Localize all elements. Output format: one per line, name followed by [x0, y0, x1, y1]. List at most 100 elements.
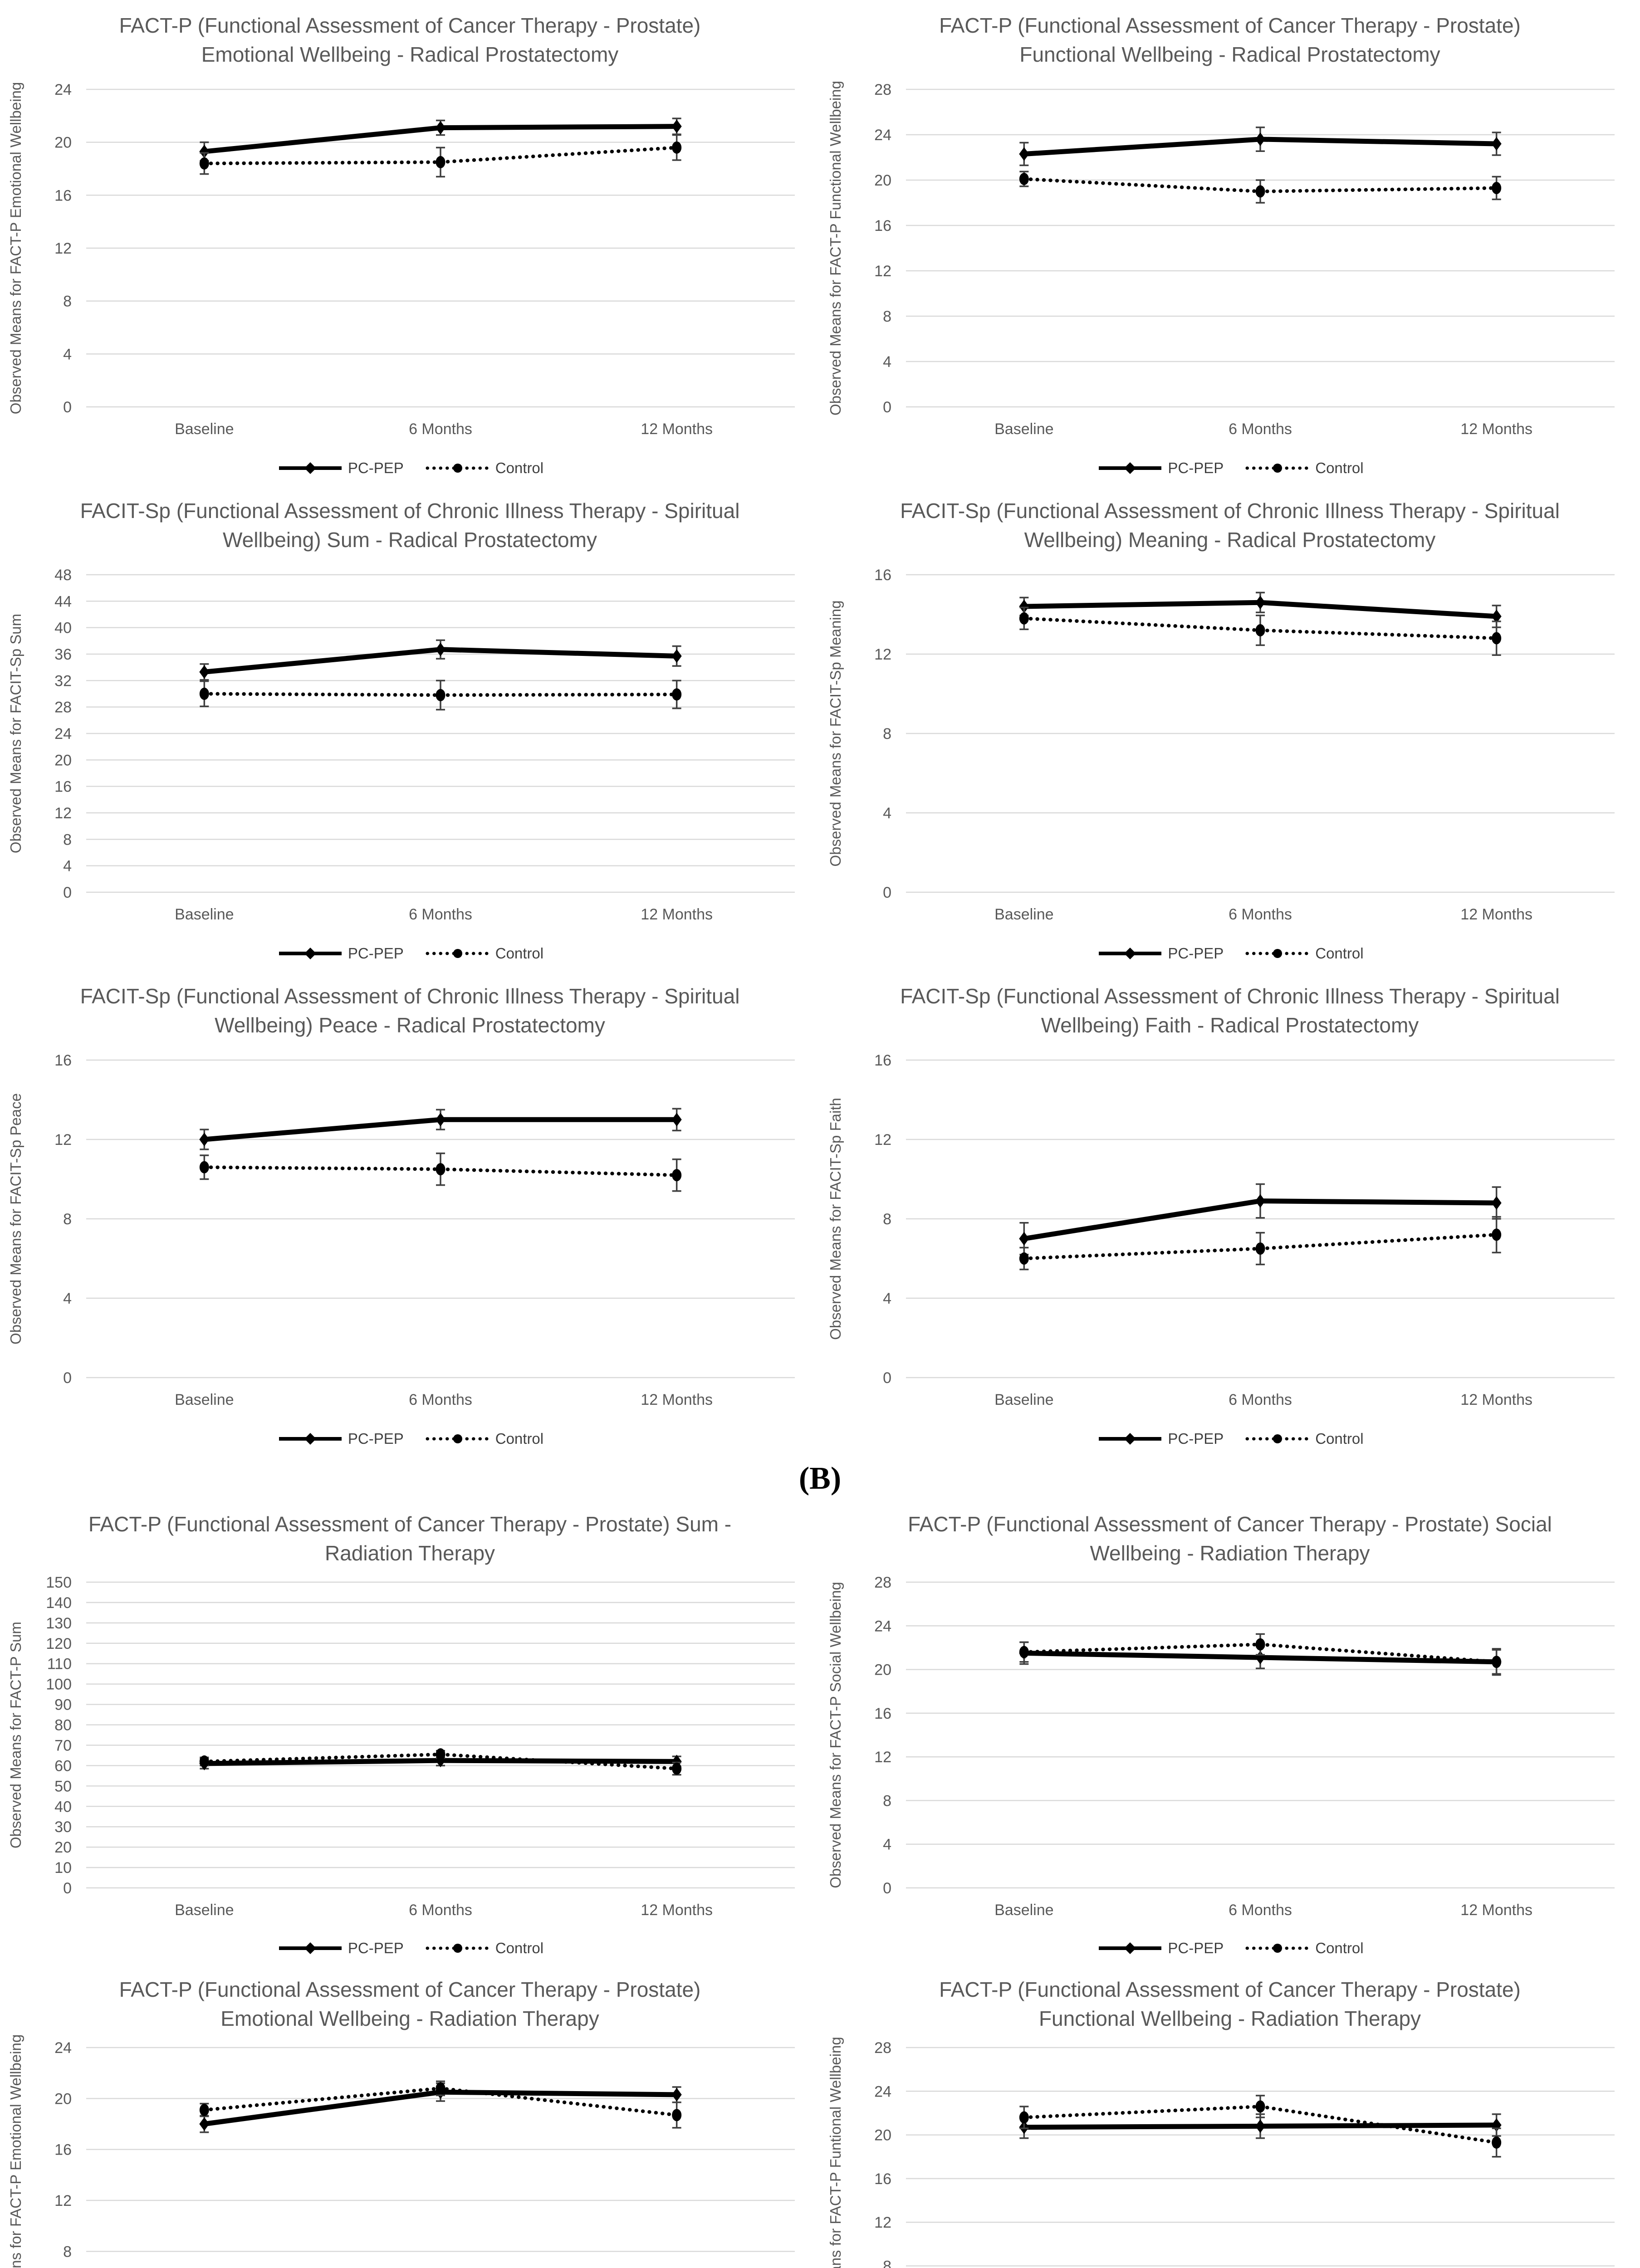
legend-item-pcpep: PC-PEP — [276, 1940, 404, 1957]
pcpep-data-point-marker — [199, 665, 210, 679]
control-dotted-line-swatch-icon — [1245, 464, 1310, 473]
charts-grid-top: FACT-P (Functional Assessment of Cancer … — [0, 0, 1640, 1447]
chart-legend: PC-PEP Control — [820, 455, 1640, 482]
y-tick-label: 50 — [54, 1778, 72, 1795]
legend-label-pcpep: PC-PEP — [348, 459, 404, 476]
y-tick-label: 4 — [63, 346, 72, 363]
legend-item-pcpep: PC-PEP — [276, 459, 404, 477]
chart-title: FACT-P (Functional Assessment of Cancer … — [820, 0, 1640, 69]
chart-title-line-1: FACIT-Sp (Functional Assessment of Chron… — [80, 984, 740, 1008]
section-label-b: (B) — [798, 1461, 842, 1496]
chart: FACT-P (Functional Assessment of Cancer … — [820, 1967, 1640, 2268]
pcpep-data-point-marker — [199, 145, 210, 159]
x-tick-label: 12 Months — [1460, 906, 1532, 923]
pcpep-line-swatch-icon — [1099, 1942, 1162, 1954]
pcpep-data-point-marker — [1255, 132, 1265, 146]
chart-title: FACT-P (Functional Assessment of Cancer … — [0, 1967, 820, 2030]
control-data-point-marker — [1019, 2111, 1029, 2124]
chart: FACIT-Sp (Functional Assessment of Chron… — [0, 485, 820, 971]
y-tick-label: 12 — [874, 2214, 891, 2231]
y-tick-label: 8 — [63, 1211, 72, 1228]
y-tick-label: 8 — [63, 2243, 72, 2260]
chart-title-line-2: Wellbeing) Peace - Radical Prostatectomy — [215, 1013, 605, 1037]
legend-item-pcpep: PC-PEP — [1096, 1940, 1224, 1957]
y-tick-label: 12 — [874, 263, 891, 280]
control-data-point-marker — [1019, 173, 1029, 185]
y-tick-label: 0 — [883, 1369, 891, 1387]
y-tick-label: 20 — [874, 1662, 891, 1679]
y-tick-label: 28 — [874, 1574, 891, 1591]
x-tick-label: 6 Months — [409, 1391, 472, 1408]
x-tick-label: Baseline — [994, 906, 1053, 923]
chart: FACT-P (Functional Assessment of Cancer … — [0, 0, 820, 485]
pcpep-line-swatch-icon — [279, 1433, 342, 1445]
control-data-point-marker — [1255, 185, 1265, 198]
legend-item-pcpep: PC-PEP — [276, 1430, 404, 1447]
pcpep-data-point-marker — [436, 642, 445, 656]
legend-item-control: Control — [424, 945, 543, 962]
y-axis-label: Observed Means for FACT-P Functional Wel… — [827, 81, 844, 415]
x-tick-label: 12 Months — [641, 420, 713, 438]
chart-title-line-1: FACIT-Sp (Functional Assessment of Chron… — [80, 499, 740, 523]
chart-title-line-1: FACT-P (Functional Assessment of Cancer … — [908, 1512, 1552, 1536]
y-tick-label: 24 — [54, 2039, 72, 2057]
legend-label-pcpep: PC-PEP — [1168, 945, 1224, 962]
control-dotted-line-swatch-icon — [1245, 949, 1310, 958]
legend-label-control: Control — [1315, 459, 1364, 476]
x-tick-label: 6 Months — [1229, 1901, 1292, 1919]
chart-title: FACT-P (Functional Assessment of Cancer … — [0, 1501, 820, 1565]
chart-title: FACT-P (Functional Assessment of Cancer … — [820, 1967, 1640, 2030]
y-tick-label: 20 — [874, 2127, 891, 2144]
legend-item-control: Control — [424, 1430, 543, 1447]
pcpep-data-point-marker — [1255, 596, 1265, 610]
control-dotted-line-swatch-icon — [1245, 1944, 1310, 1953]
control-data-point-marker — [672, 688, 682, 701]
y-tick-label: 16 — [874, 1052, 891, 1069]
control-data-point-marker — [436, 2082, 445, 2095]
chart-title-line-2: Functional Wellbeing - Radiation Therapy — [1038, 2007, 1421, 2030]
y-tick-label: 20 — [54, 2090, 72, 2107]
y-tick-label: 100 — [46, 1676, 72, 1693]
chart-legend: PC-PEP Control — [0, 940, 820, 967]
x-tick-label: Baseline — [175, 1901, 234, 1919]
legend-label-control: Control — [495, 1940, 544, 1956]
y-tick-label: 90 — [54, 1696, 72, 1714]
x-tick-label: 12 Months — [1460, 1901, 1532, 1919]
y-tick-label: 12 — [54, 1131, 72, 1149]
y-tick-label: 140 — [46, 1594, 72, 1612]
legend-label-control: Control — [1315, 945, 1364, 962]
chart-legend: PC-PEP Control — [820, 940, 1640, 967]
y-axis-label: Observed Means for FACIT-Sp Sum — [7, 614, 24, 853]
x-tick-label: Baseline — [994, 1901, 1053, 1919]
charts-grid-bottom: FACT-P (Functional Assessment of Cancer … — [0, 1501, 1640, 2268]
chart-title-line-1: FACT-P (Functional Assessment of Cancer … — [939, 14, 1521, 37]
y-tick-label: 16 — [874, 567, 891, 584]
y-tick-label: 24 — [874, 127, 891, 144]
x-tick-label: 6 Months — [1229, 906, 1292, 923]
y-tick-label: 0 — [63, 884, 72, 901]
pcpep-data-point-marker — [199, 1133, 210, 1146]
pcpep-line-swatch-icon — [1099, 948, 1162, 959]
control-data-point-marker — [1492, 632, 1502, 645]
legend-label-control: Control — [495, 1430, 544, 1447]
control-data-point-marker — [1492, 182, 1502, 194]
control-data-point-marker — [199, 688, 209, 700]
y-tick-label: 44 — [54, 593, 72, 610]
x-tick-label: Baseline — [994, 420, 1053, 438]
y-tick-label: 8 — [63, 293, 72, 310]
y-tick-label: 70 — [54, 1737, 72, 1754]
x-tick-label: 12 Months — [1460, 1391, 1532, 1408]
y-tick-label: 24 — [54, 725, 72, 743]
y-tick-label: 4 — [63, 1290, 72, 1307]
y-tick-label: 12 — [54, 805, 72, 822]
control-data-point-marker — [1492, 2136, 1502, 2149]
chart-title-line-1: FACT-P (Functional Assessment of Cancer … — [119, 1978, 701, 2001]
y-tick-label: 16 — [54, 2141, 72, 2159]
y-tick-label: 60 — [54, 1757, 72, 1774]
control-data-point-marker — [436, 156, 445, 168]
control-data-point-marker — [1492, 1656, 1502, 1668]
control-data-point-marker — [672, 141, 682, 154]
x-tick-label: 12 Months — [641, 1901, 713, 1919]
y-tick-label: 16 — [874, 2170, 891, 2188]
control-data-point-marker — [1019, 612, 1029, 625]
